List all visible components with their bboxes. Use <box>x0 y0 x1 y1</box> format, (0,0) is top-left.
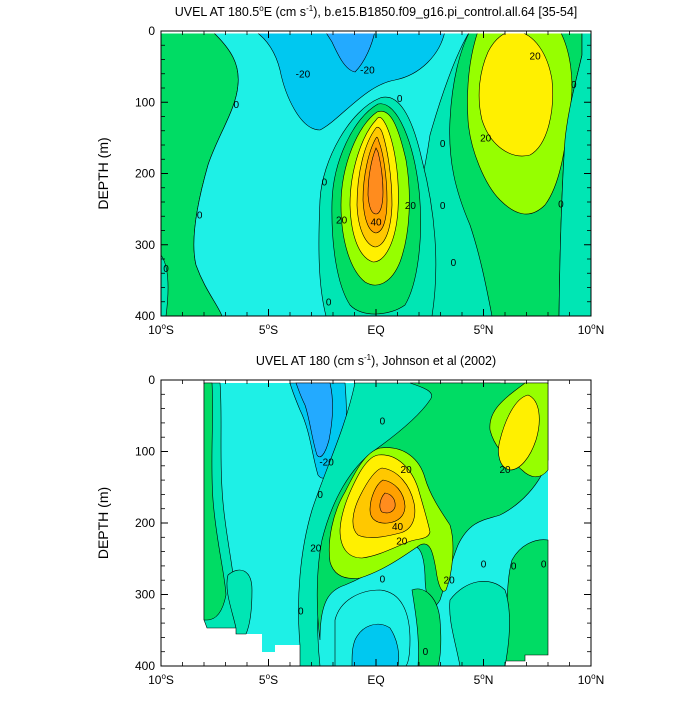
contour-label: -20 <box>360 66 375 77</box>
contour-label: 0 <box>233 100 239 111</box>
contour-label: 0 <box>197 210 203 221</box>
fill-band <box>411 588 442 666</box>
contour-label: 20 <box>480 133 492 144</box>
panel-model-contour-labels: -20 -20 0 0 20 20 0 0 0 0 0 20 40 20 0 0 0 0 <box>163 51 577 308</box>
y-tick-label: 400 <box>135 309 155 323</box>
fill-band <box>254 31 446 131</box>
y-tick-label: 100 <box>135 95 155 109</box>
contour-label: 20 <box>336 215 348 226</box>
panel-model-xaxis: 10oS 5oS EQ 5oN 10oN <box>148 31 604 337</box>
x-tick-label: 5oS <box>259 672 278 687</box>
fill-band <box>324 31 376 73</box>
fill-band <box>498 394 540 471</box>
contour-label: 0 <box>451 258 457 269</box>
panel-observed-ylabel: DEPTH (m) <box>95 487 111 559</box>
y-tick-label: 0 <box>148 24 155 38</box>
contour-label: 0 <box>322 178 328 189</box>
x-tick-label: 5oN <box>474 672 494 687</box>
panel-model-ylabel: DEPTH (m) <box>95 137 111 209</box>
contour-label: 20 <box>396 536 408 547</box>
y-tick-label: 200 <box>135 167 155 181</box>
contour-label: 40 <box>370 217 382 228</box>
x-tick-label: 5oN <box>474 322 494 337</box>
y-tick-label: 300 <box>135 238 155 252</box>
x-tick-label: 10oS <box>148 672 174 687</box>
panel-observed-title: UVEL AT 180 (cm s-1), Johnson et al (200… <box>256 353 496 368</box>
fill-band <box>367 147 384 215</box>
y-tick-label: 300 <box>135 588 155 602</box>
fill-band <box>558 31 591 316</box>
contour-label: 0 <box>558 200 564 211</box>
x-tick-label: 10oN <box>578 322 604 337</box>
contour-label: 0 <box>397 94 403 105</box>
contour-label: 20 <box>499 465 511 476</box>
contour-label: -20 <box>296 69 311 80</box>
contour-label: 0 <box>440 201 446 212</box>
fill-band <box>379 492 396 514</box>
contour-label: 0 <box>511 561 517 572</box>
y-tick-label: 400 <box>135 659 155 673</box>
y-tick-label: 100 <box>135 445 155 459</box>
y-tick-label: 0 <box>148 373 155 387</box>
contour-label: 0 <box>423 647 429 658</box>
panel-observed-contours <box>203 382 549 666</box>
contour-label: 20 <box>405 201 417 212</box>
contour-label: 0 <box>571 80 577 91</box>
fill-band <box>478 31 553 157</box>
contour-label: 0 <box>298 606 304 617</box>
contour-label: 0 <box>440 139 446 150</box>
panel-observed: UVEL AT 180 (cm s-1), Johnson et al (200… <box>95 353 604 687</box>
x-tick-label: 10oS <box>148 322 174 337</box>
contour-label: 0 <box>326 297 332 308</box>
fill-band <box>226 569 253 635</box>
contour-label: 20 <box>401 465 413 476</box>
contour-label: 40 <box>392 522 404 533</box>
panel-model-title: UVEL AT 180.5oE (cm s-1), b.e15.B1850.f0… <box>175 4 578 19</box>
fill-band <box>449 581 510 666</box>
contour-label: 20 <box>310 544 322 555</box>
contour-label: 20 <box>444 576 456 587</box>
y-tick-label: 200 <box>135 516 155 530</box>
x-tick-label: EQ <box>367 323 384 337</box>
contour-label: 0 <box>380 416 386 427</box>
contour-label: -20 <box>319 458 334 469</box>
x-tick-label: 5oS <box>259 322 278 337</box>
contour-label: 0 <box>481 559 487 570</box>
fill-band <box>295 382 333 458</box>
panel-observed-xaxis: 10oS 5oS EQ 5oN 10oN <box>148 380 604 687</box>
panel-model-contours <box>161 31 591 316</box>
panel-observed-contour-labels: -20 0 20 20 0 40 20 20 20 0 0 0 0 0 0 <box>298 416 547 658</box>
contour-label: 0 <box>163 264 169 275</box>
contour-label: 20 <box>530 51 542 62</box>
x-tick-label: EQ <box>367 673 384 687</box>
fill-band <box>203 382 227 621</box>
x-tick-label: 10oN <box>578 672 604 687</box>
panel-model: UVEL AT 180.5oE (cm s-1), b.e15.B1850.f0… <box>95 4 604 337</box>
fill-band <box>351 624 400 666</box>
contour-label: 0 <box>317 490 323 501</box>
contour-label: 0 <box>380 574 386 585</box>
contour-label: 0 <box>541 559 547 570</box>
